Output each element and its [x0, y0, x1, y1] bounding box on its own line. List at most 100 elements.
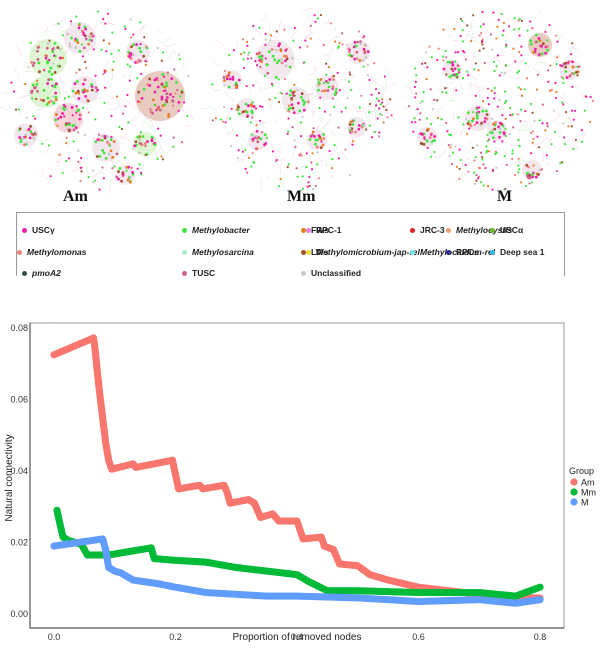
- network-node: [79, 113, 82, 116]
- network-node: [518, 168, 520, 170]
- network-node: [281, 93, 283, 95]
- network-node: [143, 36, 145, 38]
- network-node: [487, 185, 489, 187]
- x-tick-label: 0.2: [169, 632, 182, 642]
- legend-dot-icon: [490, 250, 495, 255]
- network-node: [378, 100, 380, 102]
- network-node: [453, 74, 455, 76]
- network-node: [58, 154, 60, 156]
- network-node: [75, 92, 78, 95]
- network-node: [97, 10, 99, 12]
- network-node: [544, 31, 546, 33]
- network-node: [458, 71, 460, 73]
- legend-dot-icon: [182, 271, 187, 276]
- network-node: [376, 98, 378, 100]
- network-node: [172, 104, 174, 106]
- network-node: [228, 86, 231, 89]
- network-edge: [348, 141, 352, 144]
- network-edge: [258, 121, 264, 124]
- network-node: [136, 136, 139, 139]
- network-edge: [437, 85, 441, 90]
- network-node: [341, 111, 343, 113]
- network-node: [502, 34, 504, 36]
- network-node: [93, 48, 95, 50]
- network-node: [265, 33, 267, 35]
- network-edge: [42, 169, 47, 179]
- network-node: [61, 112, 64, 115]
- legend-item-unclassified: Unclassified: [301, 268, 361, 278]
- network-node: [571, 109, 573, 111]
- network-edge: [200, 103, 211, 109]
- network-node: [294, 146, 296, 148]
- network-node: [15, 109, 17, 111]
- network-node: [118, 49, 120, 51]
- network-node: [54, 42, 57, 45]
- network-node: [333, 106, 335, 108]
- network-node: [442, 59, 444, 61]
- network-node: [303, 61, 305, 63]
- network-node: [294, 95, 296, 97]
- network-edge: [275, 121, 276, 123]
- network-node: [449, 146, 451, 148]
- network-node: [349, 71, 351, 73]
- network-node: [498, 127, 501, 130]
- network-node: [556, 56, 558, 58]
- network-node: [102, 18, 104, 20]
- network-node: [430, 123, 432, 125]
- network-node: [66, 33, 69, 36]
- network-node: [173, 68, 175, 70]
- network-node: [455, 89, 457, 91]
- network-node: [54, 92, 57, 95]
- network-node: [125, 170, 127, 172]
- network-node: [108, 153, 111, 156]
- network-node: [501, 140, 503, 142]
- network-edge: [267, 33, 277, 38]
- network-node: [252, 25, 254, 27]
- network-node: [505, 135, 507, 137]
- network-edge: [462, 160, 465, 168]
- network-node: [22, 137, 25, 140]
- network-edge: [418, 91, 419, 92]
- network-node: [88, 35, 91, 38]
- network-node: [311, 134, 314, 137]
- network-node: [36, 83, 39, 86]
- network-edge: [130, 70, 134, 79]
- network-node: [325, 63, 327, 65]
- network-node: [482, 23, 484, 25]
- network-node: [327, 89, 330, 92]
- network-node: [155, 109, 157, 111]
- network-node: [514, 17, 516, 19]
- network-edge: [512, 52, 515, 57]
- network-node: [317, 79, 319, 81]
- network-node: [318, 107, 320, 109]
- network-node: [118, 167, 121, 170]
- network-node: [148, 84, 151, 87]
- network-node: [328, 78, 331, 81]
- network-edge: [176, 72, 178, 78]
- network-edge: [324, 160, 327, 167]
- network-node: [244, 103, 247, 106]
- network-node: [371, 136, 373, 138]
- network-node: [300, 135, 302, 137]
- legend-label: JRC-3: [420, 225, 445, 235]
- network-node: [335, 88, 337, 90]
- network-node: [465, 164, 467, 166]
- network-node: [133, 144, 136, 147]
- network-node: [412, 131, 414, 133]
- network-node: [63, 104, 65, 106]
- network-node: [361, 59, 364, 62]
- network-node: [459, 168, 461, 170]
- network-node: [584, 110, 586, 112]
- network-node: [84, 61, 86, 63]
- network-node: [351, 130, 354, 133]
- network-node: [535, 176, 538, 179]
- network-node: [33, 61, 36, 64]
- network-node: [533, 120, 535, 122]
- network-node: [169, 93, 172, 96]
- network-node: [309, 138, 312, 141]
- network-node: [269, 39, 271, 41]
- network-edge: [569, 45, 576, 55]
- network-node: [252, 135, 255, 138]
- network-node: [314, 14, 316, 16]
- network-node: [279, 49, 282, 52]
